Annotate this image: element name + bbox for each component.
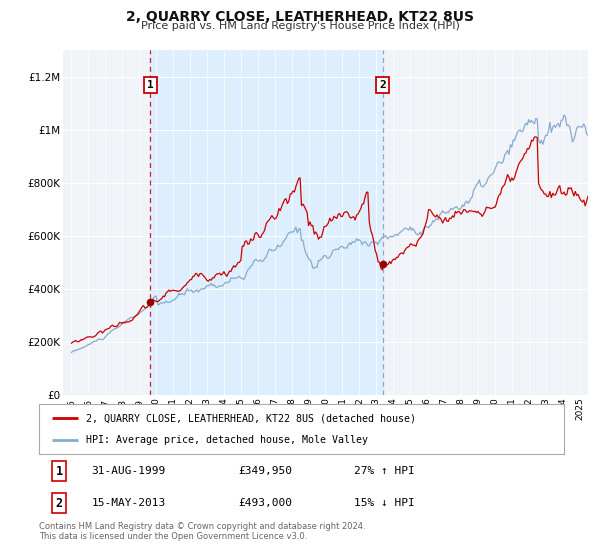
Text: 31-AUG-1999: 31-AUG-1999 xyxy=(91,466,166,476)
Text: Contains HM Land Registry data © Crown copyright and database right 2024.
This d: Contains HM Land Registry data © Crown c… xyxy=(39,522,365,542)
Text: £493,000: £493,000 xyxy=(239,498,293,508)
Text: 1: 1 xyxy=(147,80,154,90)
Text: 2, QUARRY CLOSE, LEATHERHEAD, KT22 8US: 2, QUARRY CLOSE, LEATHERHEAD, KT22 8US xyxy=(126,10,474,24)
Text: 27% ↑ HPI: 27% ↑ HPI xyxy=(354,466,415,476)
Text: 2: 2 xyxy=(379,80,386,90)
Text: HPI: Average price, detached house, Mole Valley: HPI: Average price, detached house, Mole… xyxy=(86,435,368,445)
Text: Price paid vs. HM Land Registry's House Price Index (HPI): Price paid vs. HM Land Registry's House … xyxy=(140,21,460,31)
Bar xyxy=(151,50,383,395)
Text: 15-MAY-2013: 15-MAY-2013 xyxy=(91,498,166,508)
Text: 15% ↓ HPI: 15% ↓ HPI xyxy=(354,498,415,508)
Text: 1: 1 xyxy=(55,465,62,478)
Text: 2: 2 xyxy=(55,497,62,510)
Text: £349,950: £349,950 xyxy=(239,466,293,476)
Text: 2, QUARRY CLOSE, LEATHERHEAD, KT22 8US (detached house): 2, QUARRY CLOSE, LEATHERHEAD, KT22 8US (… xyxy=(86,413,416,423)
